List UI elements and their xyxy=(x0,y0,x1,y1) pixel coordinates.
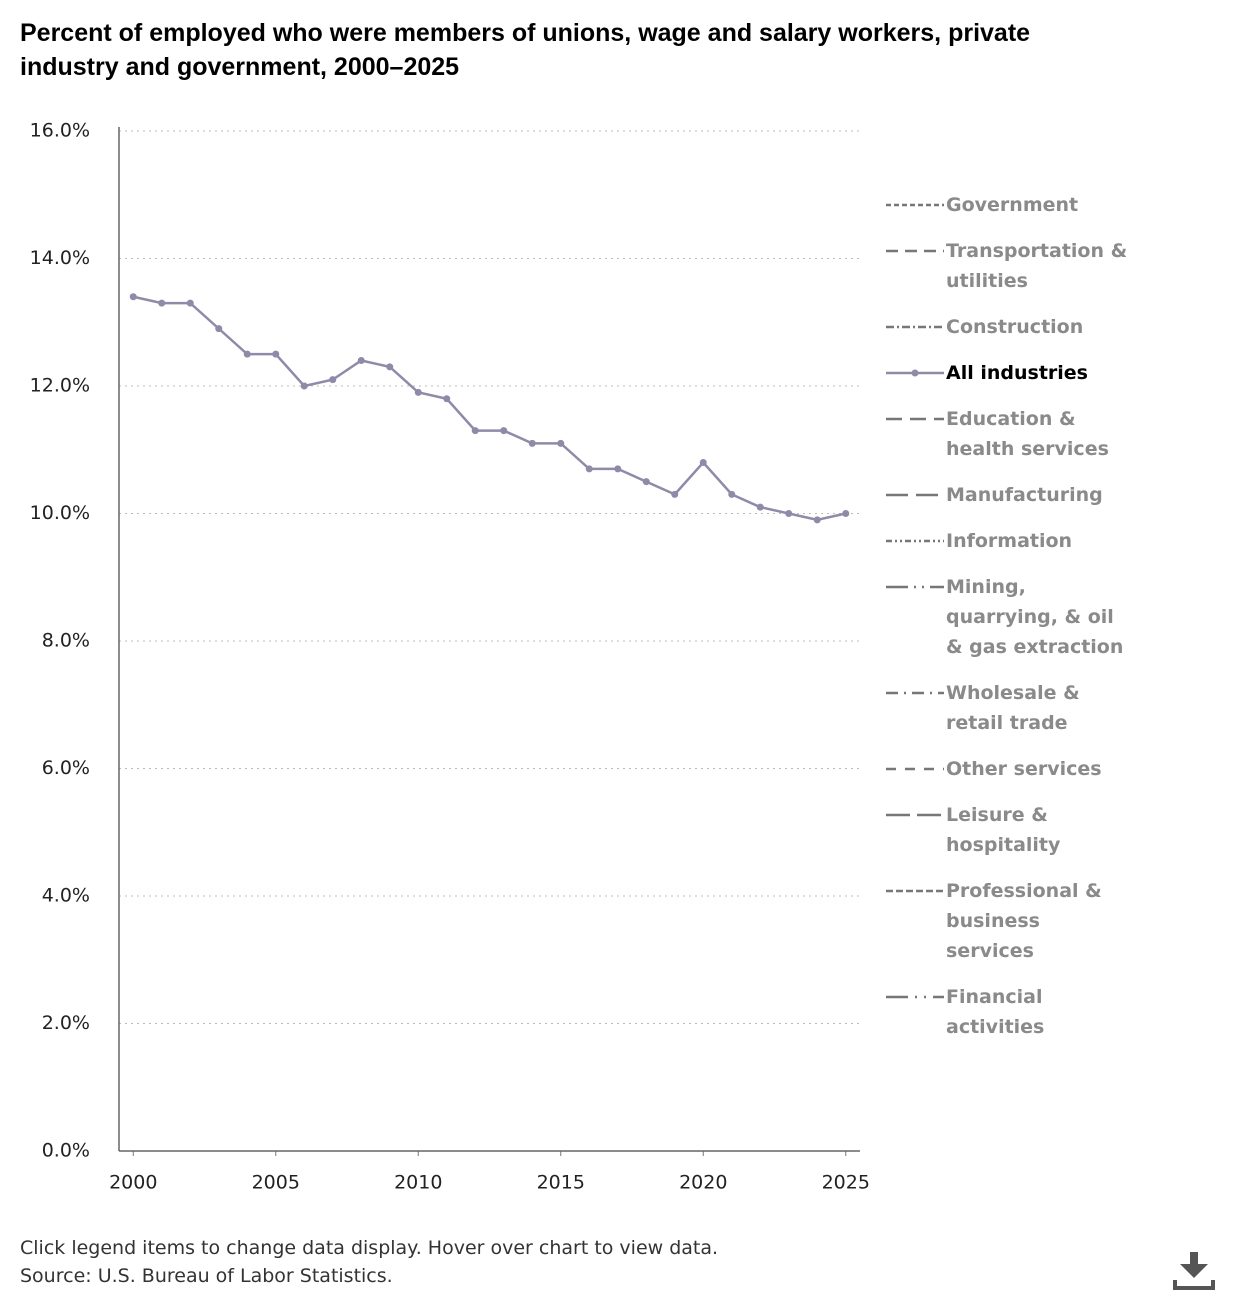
legend-swatch xyxy=(886,767,944,771)
legend-item[interactable]: Education & health services xyxy=(884,404,1134,464)
data-point xyxy=(813,516,821,524)
y-tick-label: 16.0% xyxy=(30,120,90,142)
data-point xyxy=(272,350,280,358)
data-point xyxy=(842,510,850,517)
y-tick-label: 6.0% xyxy=(42,757,90,779)
legend-swatch xyxy=(886,813,944,817)
note: Click legend items to change data displa… xyxy=(20,1237,719,1259)
legend-item[interactable]: Construction xyxy=(884,312,1134,342)
data-point xyxy=(642,478,650,486)
download-button[interactable] xyxy=(1172,1248,1218,1294)
data-point xyxy=(129,293,137,301)
legend-item[interactable]: Leisure & hospitality xyxy=(884,800,1134,860)
chart: 0.0% 2.0% 4.0% 6.0% 8.0% 10.0% 12.0% 14.0% 16.0%… xyxy=(30,120,870,1194)
y-tick-label: 0.0% xyxy=(42,1140,90,1162)
x-tick-label: 2020 xyxy=(679,1172,727,1194)
legend-item[interactable]: Transportation & utilities xyxy=(884,236,1134,296)
data-point xyxy=(585,465,593,473)
legend-swatch xyxy=(886,585,944,589)
data-point xyxy=(443,395,451,403)
legend-label: Wholesale & retail trade xyxy=(946,682,1080,734)
legend-swatch xyxy=(886,203,944,207)
data-point xyxy=(699,459,707,466)
legend-label: Information xyxy=(946,530,1073,552)
data-point xyxy=(728,490,736,498)
data-point xyxy=(500,427,508,435)
data-point xyxy=(186,299,194,307)
source: Source: U.S. Bureau of Labor Statistics. xyxy=(20,1265,393,1287)
legend-swatch xyxy=(886,493,944,497)
data-point xyxy=(414,388,422,396)
legend-label: All industries xyxy=(946,362,1088,384)
data-point xyxy=(528,439,536,447)
x-tick-label: 2005 xyxy=(252,1172,300,1194)
legend-label: Government xyxy=(946,194,1079,216)
legend-label: Professional & business services xyxy=(946,880,1102,962)
legend-swatch xyxy=(886,325,944,329)
legend-swatch xyxy=(886,369,944,377)
legend-swatch xyxy=(886,539,944,543)
legend-item[interactable]: Information xyxy=(884,526,1134,556)
legend-swatch xyxy=(886,691,944,695)
data-point xyxy=(557,439,565,447)
legend-swatch xyxy=(886,995,944,999)
y-tick-label: 4.0% xyxy=(42,885,90,907)
legend-label: Leisure & hospitality xyxy=(946,804,1061,856)
data-point xyxy=(158,299,166,307)
legend-item[interactable]: All industries xyxy=(884,358,1134,388)
legend-item[interactable]: Professional & business services xyxy=(884,876,1134,966)
legend-label: Transportation & utilities xyxy=(946,240,1128,292)
legend-label: Manufacturing xyxy=(946,484,1103,506)
legend-label: Mining, quarrying, & oil & gas extractio… xyxy=(946,576,1124,658)
legend-item[interactable]: Government xyxy=(884,190,1134,220)
legend-item[interactable]: Other services xyxy=(884,754,1134,784)
data-point xyxy=(243,350,251,358)
legend-label: Financial activities xyxy=(946,986,1045,1038)
data-point xyxy=(471,427,479,435)
legend-item[interactable]: Mining, quarrying, & oil & gas extractio… xyxy=(884,572,1134,662)
legend-label: Construction xyxy=(946,316,1084,338)
y-tick-label: 14.0% xyxy=(30,247,90,269)
data-point xyxy=(329,376,337,384)
legend-swatch xyxy=(886,889,944,893)
legend-label: Other services xyxy=(946,758,1102,780)
legend-item[interactable]: Manufacturing xyxy=(884,480,1134,510)
data-point xyxy=(300,382,308,390)
legend-label: Education & health services xyxy=(946,408,1109,460)
legend-item[interactable]: Wholesale & retail trade xyxy=(884,678,1134,738)
x-tick-label: 2010 xyxy=(394,1172,442,1194)
data-point xyxy=(215,325,223,333)
data-point xyxy=(785,510,793,517)
series-line xyxy=(132,295,847,522)
data-point xyxy=(614,465,622,473)
x-tick-label: 2025 xyxy=(822,1172,870,1194)
y-tick-label: 2.0% xyxy=(42,1012,90,1034)
chart-title: Percent of employed who were members of … xyxy=(20,19,1031,81)
data-point xyxy=(357,357,365,364)
x-tick-label: 2000 xyxy=(109,1172,157,1194)
y-tick-label: 10.0% xyxy=(30,502,90,524)
legend-swatch xyxy=(886,249,944,253)
footer: Click legend items to change data displa… xyxy=(20,1234,718,1290)
legend: Government Transportation & utilities Cons… xyxy=(884,190,1134,1058)
y-tick-label: 12.0% xyxy=(30,375,90,397)
legend-swatch xyxy=(886,417,944,421)
x-tick-label: 2015 xyxy=(537,1172,585,1194)
legend-item[interactable]: Financial activities xyxy=(884,982,1134,1042)
legend-marker xyxy=(911,369,919,377)
data-point xyxy=(671,490,679,498)
y-tick-label: 8.0% xyxy=(42,630,90,652)
data-point xyxy=(756,503,764,511)
data-point xyxy=(386,363,394,371)
